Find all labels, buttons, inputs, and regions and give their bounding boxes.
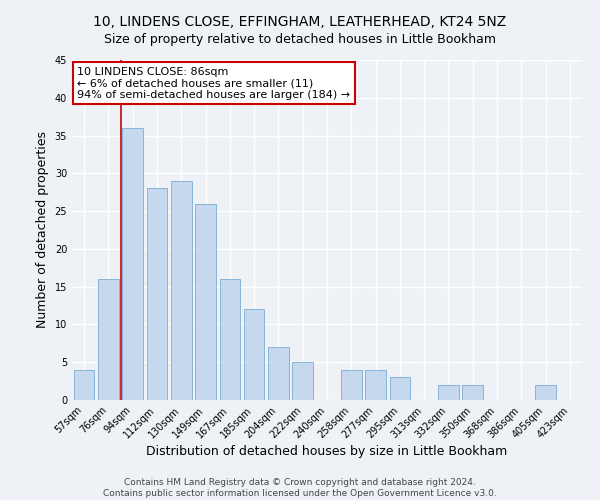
Bar: [195, 204, 216, 400]
Bar: [341, 370, 362, 400]
Bar: [535, 385, 556, 400]
Bar: [74, 370, 94, 400]
Bar: [122, 128, 143, 400]
Y-axis label: Number of detached properties: Number of detached properties: [36, 132, 49, 328]
Bar: [171, 181, 191, 400]
Bar: [244, 310, 265, 400]
Bar: [292, 362, 313, 400]
Bar: [146, 188, 167, 400]
Bar: [438, 385, 459, 400]
Bar: [220, 279, 240, 400]
Bar: [268, 347, 289, 400]
Text: 10 LINDENS CLOSE: 86sqm
← 6% of detached houses are smaller (11)
94% of semi-det: 10 LINDENS CLOSE: 86sqm ← 6% of detached…: [77, 67, 350, 100]
Text: 10, LINDENS CLOSE, EFFINGHAM, LEATHERHEAD, KT24 5NZ: 10, LINDENS CLOSE, EFFINGHAM, LEATHERHEA…: [94, 15, 506, 29]
Bar: [389, 378, 410, 400]
Bar: [98, 279, 119, 400]
Text: Size of property relative to detached houses in Little Bookham: Size of property relative to detached ho…: [104, 32, 496, 46]
X-axis label: Distribution of detached houses by size in Little Bookham: Distribution of detached houses by size …: [146, 446, 508, 458]
Bar: [365, 370, 386, 400]
Bar: [463, 385, 483, 400]
Text: Contains HM Land Registry data © Crown copyright and database right 2024.
Contai: Contains HM Land Registry data © Crown c…: [103, 478, 497, 498]
